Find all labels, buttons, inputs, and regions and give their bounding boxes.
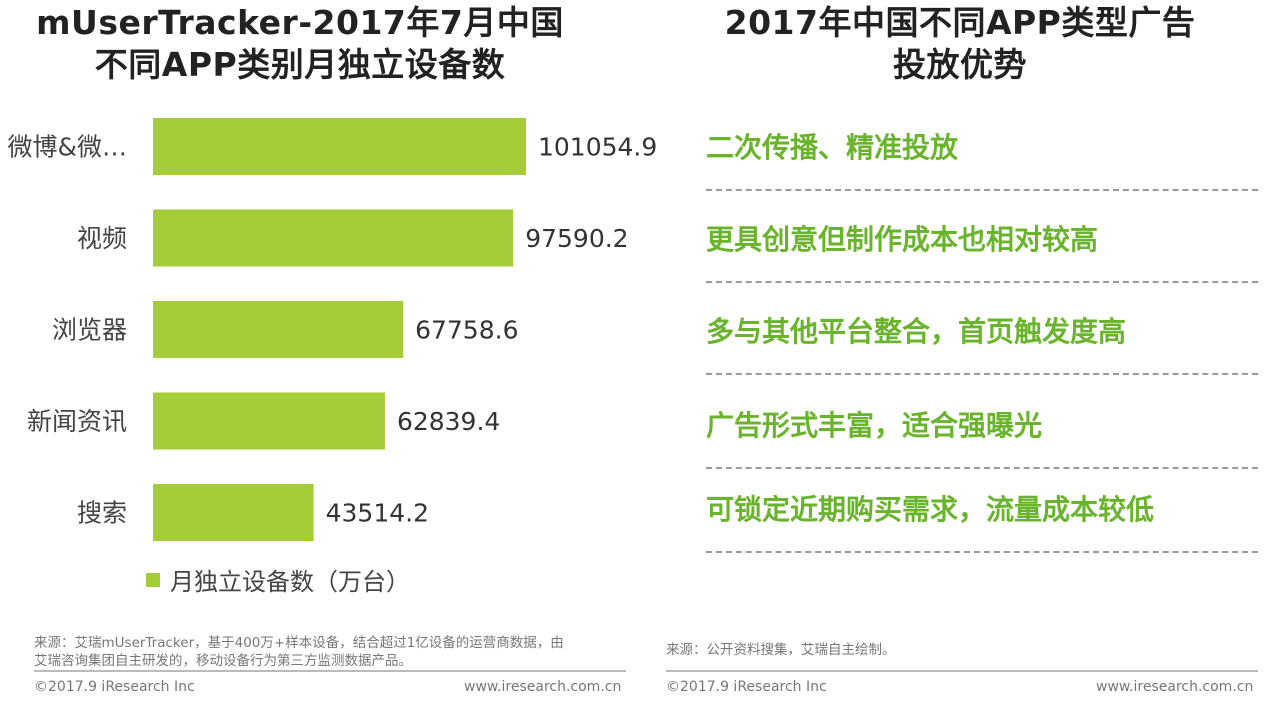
- category-label: 视频: [77, 224, 127, 253]
- value-label: 97590.2: [525, 224, 628, 253]
- right-panel-title: 2017年中国不同APP类型广告 投放优势: [680, 2, 1240, 86]
- bar: [153, 301, 404, 358]
- right-footer-divider: [666, 670, 1258, 672]
- legend-swatch: [146, 572, 160, 587]
- left-title-line1: mUserTracker-2017年7月中国: [36, 3, 564, 42]
- left-website: www.iresearch.com.cn: [464, 679, 622, 695]
- right-title-line2: 投放优势: [893, 45, 1027, 84]
- dashed-divider: [706, 189, 1258, 191]
- category-label: 新闻资讯: [27, 407, 127, 436]
- left-source-line2: 艾瑞咨询集团自主研发的，移动设备行为第三方监测数据产品。: [34, 653, 412, 669]
- left-source-line1: 来源：艾瑞mUserTracker，基于400万+样本设备，结合超过1亿设备的运…: [34, 635, 564, 651]
- advantage-text: 二次传播、精准投放: [706, 131, 959, 164]
- legend-label: 月独立设备数（万台）: [170, 568, 410, 596]
- advantage-item: 更具创意但制作成本也相对较高: [706, 196, 1266, 288]
- dashed-divider: [706, 373, 1258, 375]
- bar: [153, 484, 314, 541]
- dashed-divider: [706, 551, 1258, 553]
- right-copyright: ©2017.9 iResearch Inc: [666, 679, 827, 695]
- category-label: 搜索: [77, 499, 127, 528]
- advantage-item: 可锁定近期购买需求，流量成本较低: [706, 466, 1266, 558]
- bar-chart: 微博&微… 101054.9 视频 97590.2 浏览器 67758.6 新闻资讯 6283…: [8, 118, 657, 541]
- right-website: www.iresearch.com.cn: [1096, 679, 1254, 695]
- advantage-text: 更具创意但制作成本也相对较高: [706, 223, 1099, 256]
- value-label: 43514.2: [326, 499, 429, 528]
- left-footer-divider: [34, 670, 626, 672]
- right-source-note: 来源：公开资料搜集，艾瑞自主绘制。: [666, 642, 896, 658]
- advantage-item: 二次传播、精准投放: [706, 104, 1266, 196]
- category-label: 浏览器: [52, 316, 127, 345]
- value-label: 101054.9: [538, 133, 657, 162]
- value-label: 62839.4: [397, 407, 500, 436]
- value-label: 67758.6: [415, 316, 518, 345]
- bar: [153, 392, 385, 450]
- chart-legend: 月独立设备数（万台）: [146, 562, 410, 597]
- advantage-item: 广告形式丰富，适合强曝光: [706, 382, 1266, 474]
- advantage-text: 可锁定近期购买需求，流量成本较低: [706, 493, 1155, 526]
- bar: [153, 209, 514, 267]
- category-label: 微博&微…: [8, 133, 128, 162]
- dashed-divider: [706, 281, 1258, 283]
- left-chart-title: mUserTracker-2017年7月中国 不同APP类别月独立设备数: [20, 2, 580, 86]
- right-title-line1: 2017年中国不同APP类型广告: [724, 3, 1196, 42]
- left-source-note: 来源：艾瑞mUserTracker，基于400万+样本设备，结合超过1亿设备的运…: [34, 634, 564, 670]
- advantage-item: 多与其他平台整合，首页触发度高: [706, 288, 1266, 380]
- advantage-text: 广告形式丰富，适合强曝光: [706, 409, 1043, 442]
- left-copyright: ©2017.9 iResearch Inc: [34, 679, 195, 695]
- left-title-line2: 不同APP类别月独立设备数: [94, 45, 506, 84]
- dashed-divider: [706, 467, 1258, 469]
- advantage-text: 多与其他平台整合，首页触发度高: [706, 315, 1127, 348]
- bar: [153, 118, 526, 175]
